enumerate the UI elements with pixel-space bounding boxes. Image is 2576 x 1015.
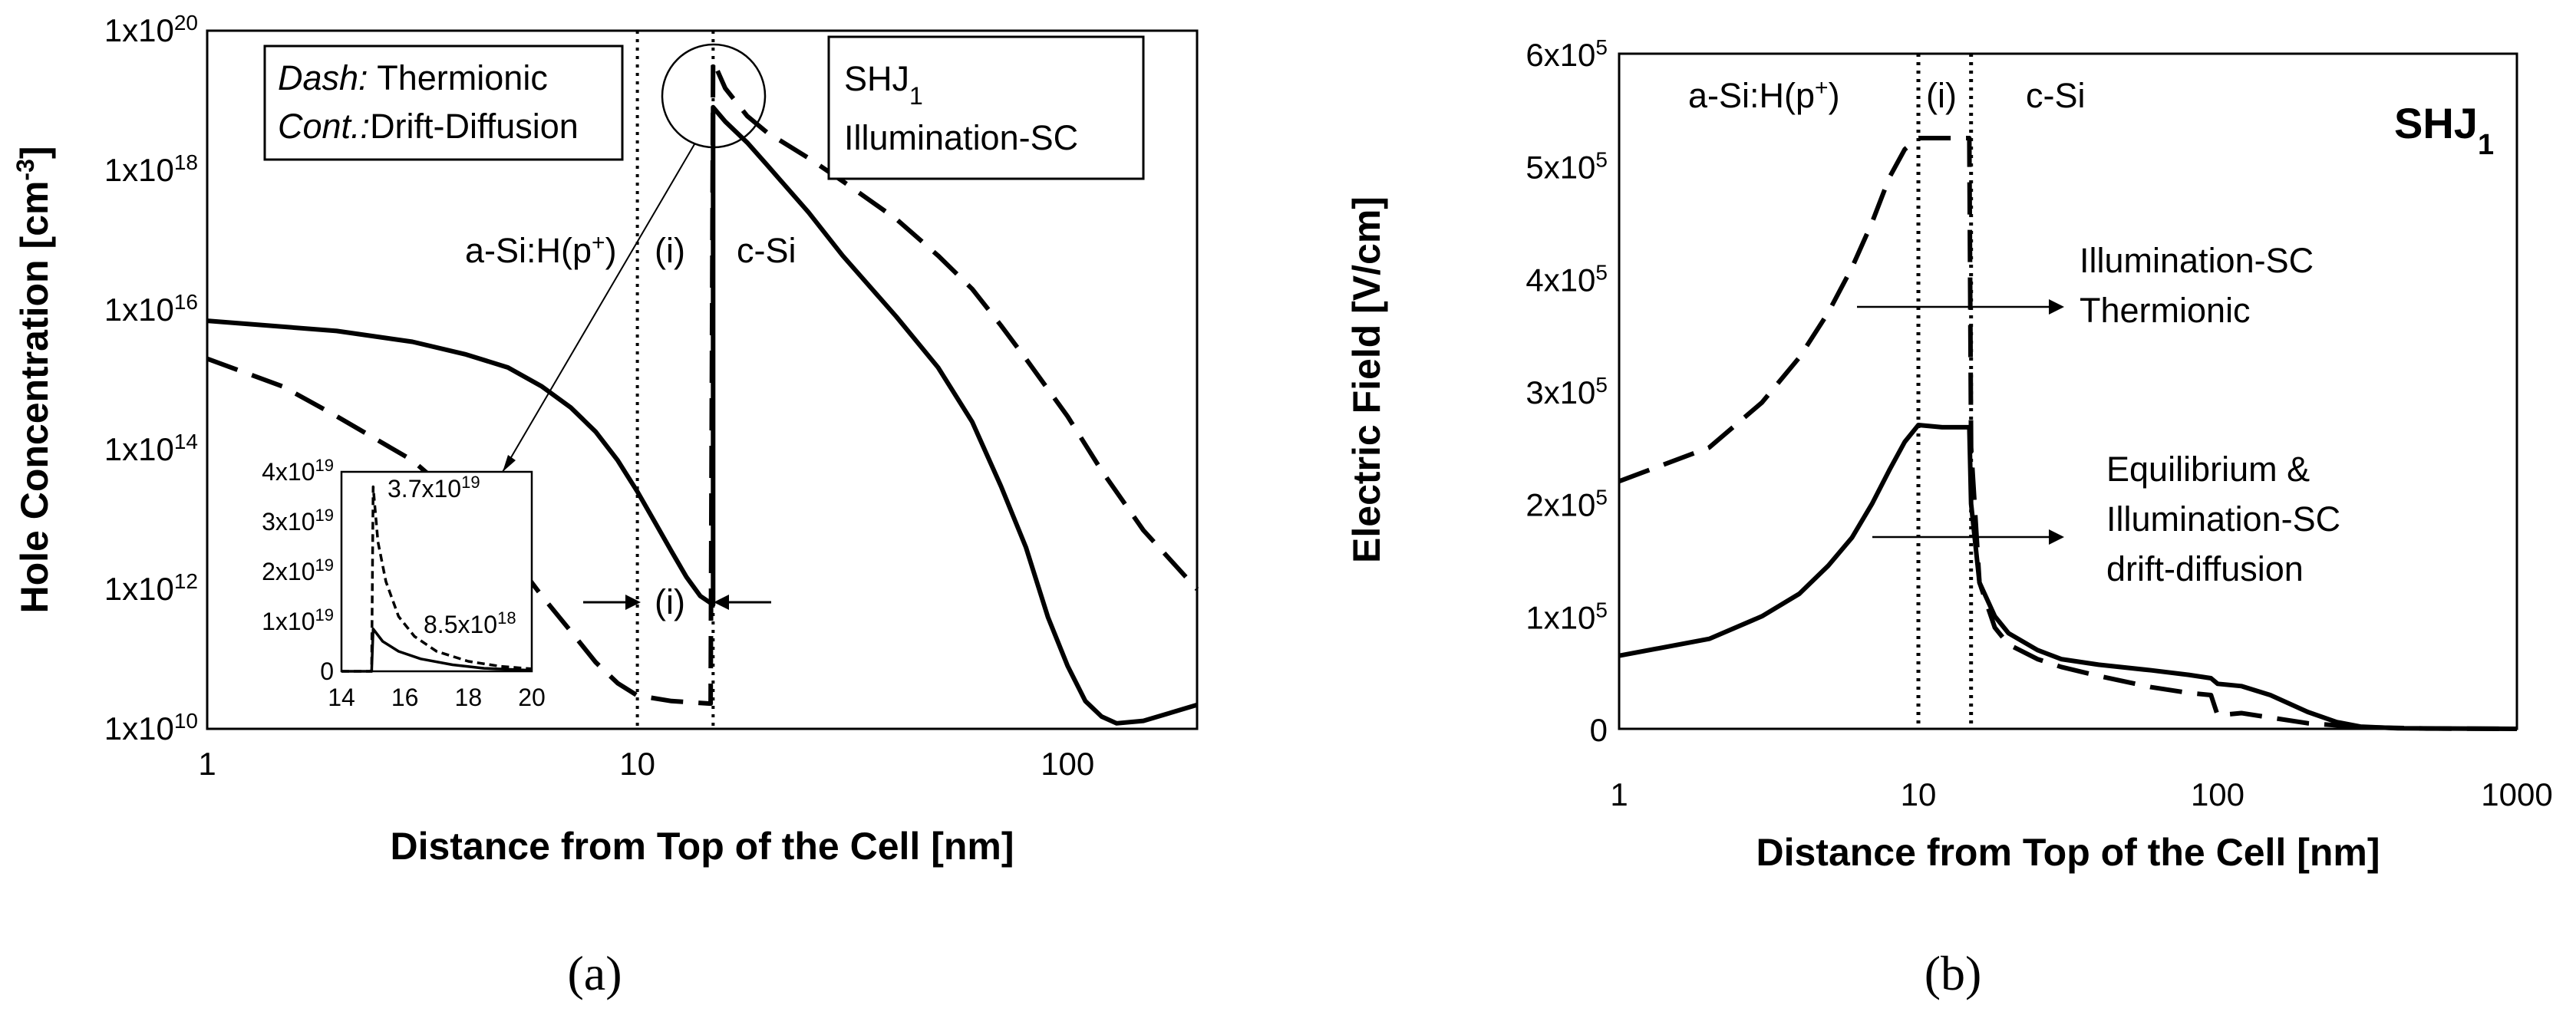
panel-a-region-asi: a-Si:H(p+) [465,230,617,271]
inset-peak-thermionic-label: 3.7x1019 [388,473,480,503]
panel-b-plot-frame [1618,52,2518,730]
panel-a-title-box [827,35,1145,180]
panel-b-y-tick: 0 [1590,712,1608,748]
panel-b-series-line-drift-diffusion [1618,423,2518,731]
annotation-dd-line2: Illumination-SC [2106,499,2340,539]
panel-a-x-tick: 100 [1041,746,1094,782]
panel-b-y-tick: 1x105 [1525,598,1608,636]
panel-b-region-i: (i) [1926,76,1957,115]
panel-a-y-tick: 1x1010 [104,709,198,747]
inset-y-tick: 1x1019 [262,605,334,636]
panel-a-y-axis-title: Hole Concentration [cm-3] [12,146,56,613]
panel-b-x-axis-title: Distance from Top of the Cell [nm] [1756,831,2380,874]
panel-b-y-tick: 6x105 [1525,35,1608,74]
i-marker-label: (i) [655,582,685,621]
panel-b-y-tick: 3x105 [1525,373,1608,411]
panel-b-y-tick: 4x105 [1525,260,1608,298]
panel-b-y-tick-labels: 0 1x105 2x105 3x105 4x105 5x105 6x105 [1525,35,1608,749]
panel-b-x-tick: 10 [1901,776,1937,812]
i-arrowhead-left [625,595,641,610]
annotation-dd-line3: drift-diffusion [2106,549,2304,588]
panel-a: 1x1010 1x1012 1x1014 1x1016 1x1018 1x1020 1 10… [12,11,1199,1000]
panel-a-interface-lines [635,31,715,729]
panel-a-title-line1: SHJ1 [844,59,923,110]
panel-b-region-csi: c-Si [2026,76,2086,115]
panel-a-series [206,58,1199,726]
panel-a-x-tick: 10 [619,746,655,782]
panel-a-legend-box [263,44,624,161]
panel-a-region-i: (i) [655,231,685,270]
panel-a-y-tick: 1x1016 [104,290,198,328]
caption-b: (b) [1925,946,1982,1000]
panel-b-title: SHJ1 [2394,99,2494,161]
panel-a-y-tick: 1x1014 [104,430,198,468]
panel-b-series-line-thermionic [1618,136,2518,731]
panel-b-x-tick: 1000 [2481,776,2552,812]
annotation-thermionic-line2: Thermionic [2080,291,2251,330]
zoom-pointer-line [502,143,695,473]
caption-a: (a) [567,946,622,1000]
inset-series [341,485,533,673]
annotation-thermionic-line1: Illumination-SC [2080,241,2314,280]
inset-peak-drift-label: 8.5x1018 [424,608,516,639]
panel-b-x-tick: 100 [2191,776,2245,812]
panel-a-y-tick: 1x1012 [104,569,198,608]
panel-a-x-tick: 1 [198,746,216,782]
zoom-pointer-arrowhead [503,455,516,472]
inset-y-tick: 0 [320,657,334,685]
inset-x-tick: 16 [391,684,419,711]
inset-y-tick-labels: 0 1x1019 2x1019 3x1019 4x1019 [262,456,334,686]
panel-b-region-asi: a-Si:H(p+) [1688,75,1840,116]
panel-a-series-line-drift-diffusion [206,104,1198,726]
zoom-circle [661,43,767,149]
panel-b-y-axis-title: Electric Field [V/cm] [1345,196,1388,563]
annotation-thermionic-arrowhead [2049,299,2064,315]
inset-x-tick: 20 [518,684,546,711]
inset-series-line-thermionic [341,485,533,673]
panel-a-x-tick-labels: 1 10 100 [198,746,1094,782]
panel-a-region-csi: c-Si [737,231,797,270]
inset-y-tick: 3x1019 [262,506,334,536]
panel-b-x-tick: 1 [1610,776,1628,812]
inset-y-tick: 2x1019 [262,555,334,586]
panel-a-y-tick: 1x1020 [104,11,198,49]
panel-b-series [1618,136,2518,731]
inset-chart: 0 1x1019 2x1019 3x1019 4x1019 14 16 18 20 3.7x1… [262,456,546,712]
inset-y-tick: 4x1019 [262,456,334,486]
inset-x-tick: 18 [455,684,483,711]
panel-a-series-line-thermionic [206,58,1199,707]
panel-a-plot-frame [206,29,1199,730]
panel-a-y-tick-labels: 1x1010 1x1012 1x1014 1x1016 1x1018 1x1020 [104,11,198,747]
annotation-dd-arrowhead [2049,529,2064,545]
panel-a-x-axis-title: Distance from Top of the Cell [nm] [391,825,1014,868]
legend-dash-entry: Dash: Thermionic [278,58,548,97]
annotation-dd-line1: Equilibrium & [2106,450,2310,489]
inset-x-tick: 14 [328,684,355,711]
panel-b-y-tick: 5x105 [1525,147,1608,186]
panel-b-y-tick: 2x105 [1525,485,1608,523]
inset-x-tick-labels: 14 16 18 20 [328,684,546,711]
legend-cont-entry: Cont.:Drift-Diffusion [278,107,579,146]
panel-b-interface-lines [1916,54,1974,729]
panel-a-title-line2: Illumination-SC [844,118,1078,157]
panel-b-x-tick-labels: 1 10 100 1000 [1610,776,2552,812]
i-arrowhead-right [714,595,729,610]
panel-a-y-tick: 1x1018 [104,150,198,189]
panel-b: 0 1x105 2x105 3x105 4x105 5x105 6x105 1 10 100 10… [1345,35,2553,1001]
